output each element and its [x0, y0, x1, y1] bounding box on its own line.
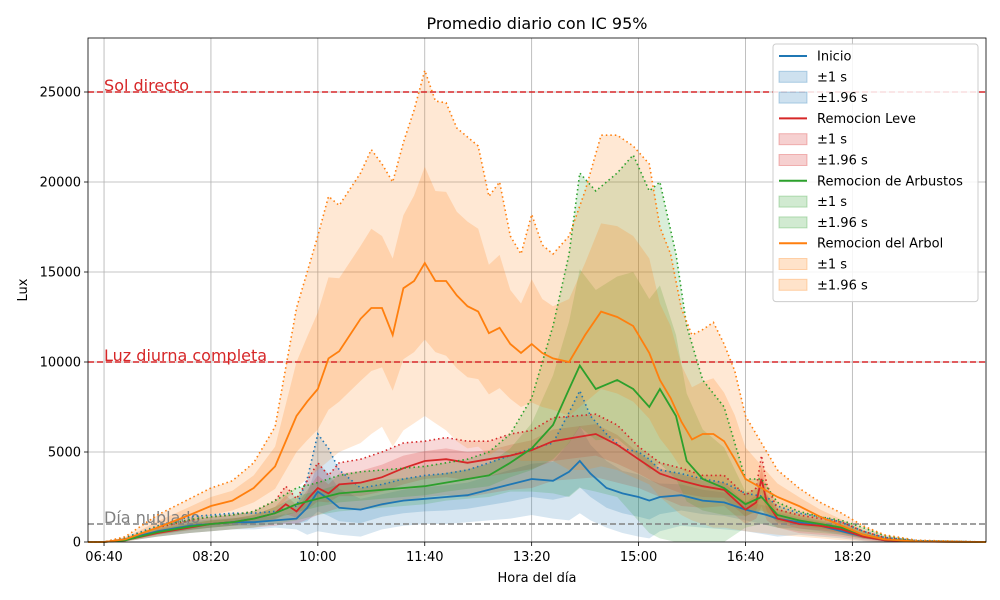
upper-bound-remocion-del-arbol [88, 67, 987, 543]
chart-title: Promedio diario con IC 95% [427, 14, 648, 33]
upper-bound-inicio [88, 388, 987, 543]
legend-patch-swatch [778, 278, 808, 291]
band-196-inicio [88, 390, 986, 542]
legend-label: ±1 s [817, 195, 847, 210]
reference-line-label: Día nublado [104, 508, 200, 527]
x-axis-label: Hora del día [498, 571, 577, 586]
y-tick-label: 15000 [40, 266, 81, 281]
legend-patch-swatch [778, 70, 808, 83]
x-tick-label: 15:00 [620, 550, 657, 565]
y-axis-ticks: 0 5000 10000 15000 20000 25000 [40, 86, 88, 551]
legend-label: ±1 s [817, 70, 847, 85]
legend-box [772, 43, 979, 303]
legend-patch-swatch [778, 216, 808, 229]
legend-label: ±1.96 s [817, 91, 868, 106]
plot-frame [87, 37, 987, 543]
y-tick-label: 10000 [40, 356, 81, 371]
y-tick-label: 0 [73, 536, 81, 551]
legend: Inicio ±1 s ±1.96 s Remocion Leve ±1 s ±1.96 … [772, 43, 979, 303]
legend-label: ±1 s [817, 133, 847, 148]
x-tick-label: 11:40 [406, 550, 443, 565]
legend-patch-swatch [778, 258, 808, 270]
legend-label: ±1.96 s [817, 154, 868, 169]
y-tick-label: 5000 [48, 446, 81, 461]
legend-label: ±1 s [817, 258, 847, 273]
legend-patch-swatch [778, 133, 808, 146]
y-tick-label: 25000 [40, 86, 81, 101]
y-tick-label: 20000 [40, 176, 81, 191]
x-axis-ticks: 06:40 08:20 10:00 11:40 13:20 15:00 16:40 18:20 [85, 542, 871, 565]
band-1s-remocion-del-arbol [88, 166, 986, 542]
legend-label: Remocion Leve [817, 112, 916, 127]
legend-patch-swatch [778, 154, 808, 166]
x-tick-label: 13:20 [513, 550, 550, 565]
legend-label: Remocion del Arbol [817, 237, 943, 252]
x-tick-label: 08:20 [192, 550, 229, 565]
legend-label: ±1.96 s [817, 216, 868, 231]
x-tick-label: 18:20 [834, 550, 871, 565]
mean-line-remocion-de-arbustos [88, 363, 987, 543]
mean-lines [88, 67, 987, 543]
legend-label: Remocion de Arbustos [817, 174, 963, 189]
x-tick-label: 06:40 [85, 550, 122, 565]
legend-patch-swatch [778, 195, 808, 208]
upper-bound-remocion-leve [88, 413, 987, 543]
axes-frame [87, 37, 987, 543]
mean-line-remocion-del-arbol [88, 261, 987, 543]
mean-line-inicio [88, 459, 987, 543]
x-tick-label: 10:00 [299, 550, 336, 565]
y-axis-label: Lux [16, 278, 31, 301]
x-tick-label: 16:40 [727, 550, 764, 565]
legend-label: ±1.96 s [817, 278, 868, 293]
legend-patch-swatch [778, 91, 808, 104]
reference-line-label: Luz diurna completa [104, 346, 267, 365]
band-196-remocion-del-arbol [88, 70, 986, 543]
band-196-remocion-leve [88, 414, 986, 542]
band-196-remocion-de-arbustos [88, 155, 986, 542]
reference-line-label: Sol directo [104, 76, 189, 95]
legend-label: Inicio [817, 50, 851, 65]
